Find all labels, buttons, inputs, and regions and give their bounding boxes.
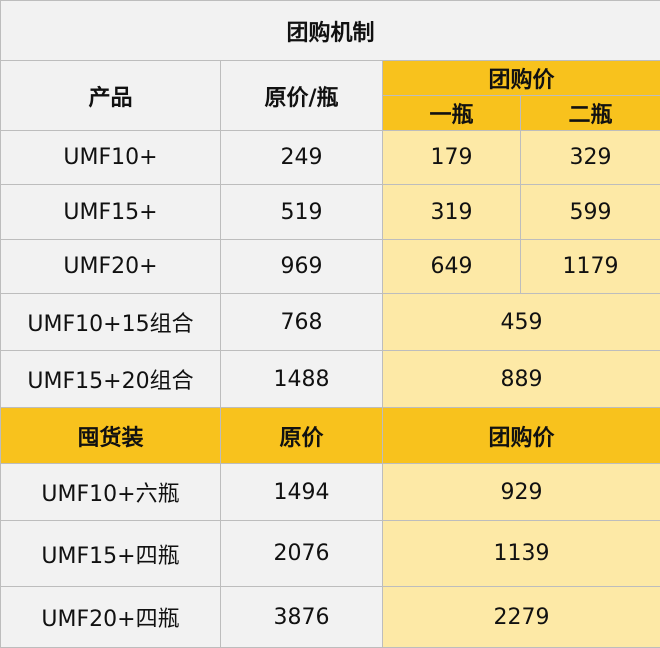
bulk-header-original-price: 原价 xyxy=(220,407,383,464)
table-row: UMF10+15组合 768 459 xyxy=(0,293,660,351)
product-name: UMF15+ xyxy=(0,184,221,240)
header-original-price: 原价/瓶 xyxy=(220,60,383,131)
product-name: UMF20+ xyxy=(0,239,221,294)
product-name: UMF15+四瓶 xyxy=(0,520,221,587)
product-name: UMF10+ xyxy=(0,130,221,185)
bulk-header-row: 囤货装 原价 团购价 xyxy=(0,407,660,464)
group-price: 929 xyxy=(381,463,660,521)
group-price: 459 xyxy=(381,293,660,351)
original-price: 1494 xyxy=(220,463,383,521)
group-price: 2279 xyxy=(381,586,660,648)
original-price: 519 xyxy=(220,184,383,240)
table-row: UMF20+四瓶 3876 2279 xyxy=(0,586,660,648)
original-price: 1488 xyxy=(220,350,383,408)
original-price: 969 xyxy=(220,239,383,294)
title-row: 团购机制 xyxy=(0,0,660,61)
one-bottle-price: 649 xyxy=(382,239,521,294)
header-two-bottles: 二瓶 xyxy=(519,95,660,131)
two-bottle-price: 599 xyxy=(519,184,660,240)
product-name: UMF10+15组合 xyxy=(0,293,221,351)
bulk-header-group-price: 团购价 xyxy=(381,407,660,464)
header-one-bottle: 一瓶 xyxy=(382,95,521,131)
original-price: 3876 xyxy=(220,586,383,648)
product-name: UMF15+20组合 xyxy=(0,350,221,408)
table-row: UMF15+四瓶 2076 1139 xyxy=(0,520,660,587)
group-price: 889 xyxy=(381,350,660,408)
one-bottle-price: 319 xyxy=(382,184,521,240)
two-bottle-price: 1179 xyxy=(519,239,660,294)
subheader-row: 一瓶 二瓶 xyxy=(1,95,660,131)
two-bottle-price: 329 xyxy=(519,130,660,185)
header-group-price: 团购价 xyxy=(381,60,660,96)
table-row: UMF10+六瓶 1494 929 xyxy=(0,463,660,521)
original-price: 249 xyxy=(220,130,383,185)
product-name: UMF10+六瓶 xyxy=(0,463,221,521)
product-name: UMF20+四瓶 xyxy=(0,586,221,648)
original-price: 768 xyxy=(220,293,383,351)
table-title: 团购机制 xyxy=(0,0,660,61)
one-bottle-price: 179 xyxy=(382,130,521,185)
header-row: 产品 原价/瓶 团购价 xyxy=(0,60,660,131)
table-row: UMF20+ 969 649 1179 xyxy=(0,239,660,294)
header-product: 产品 xyxy=(0,60,221,131)
table-row: UMF15+20组合 1488 889 xyxy=(0,350,660,408)
group-price: 1139 xyxy=(381,520,660,587)
bulk-header-product: 囤货装 xyxy=(0,407,221,464)
original-price: 2076 xyxy=(220,520,383,587)
table-row: UMF10+ 249 179 329 xyxy=(0,130,660,185)
table-row: UMF15+ 519 319 599 xyxy=(0,184,660,240)
